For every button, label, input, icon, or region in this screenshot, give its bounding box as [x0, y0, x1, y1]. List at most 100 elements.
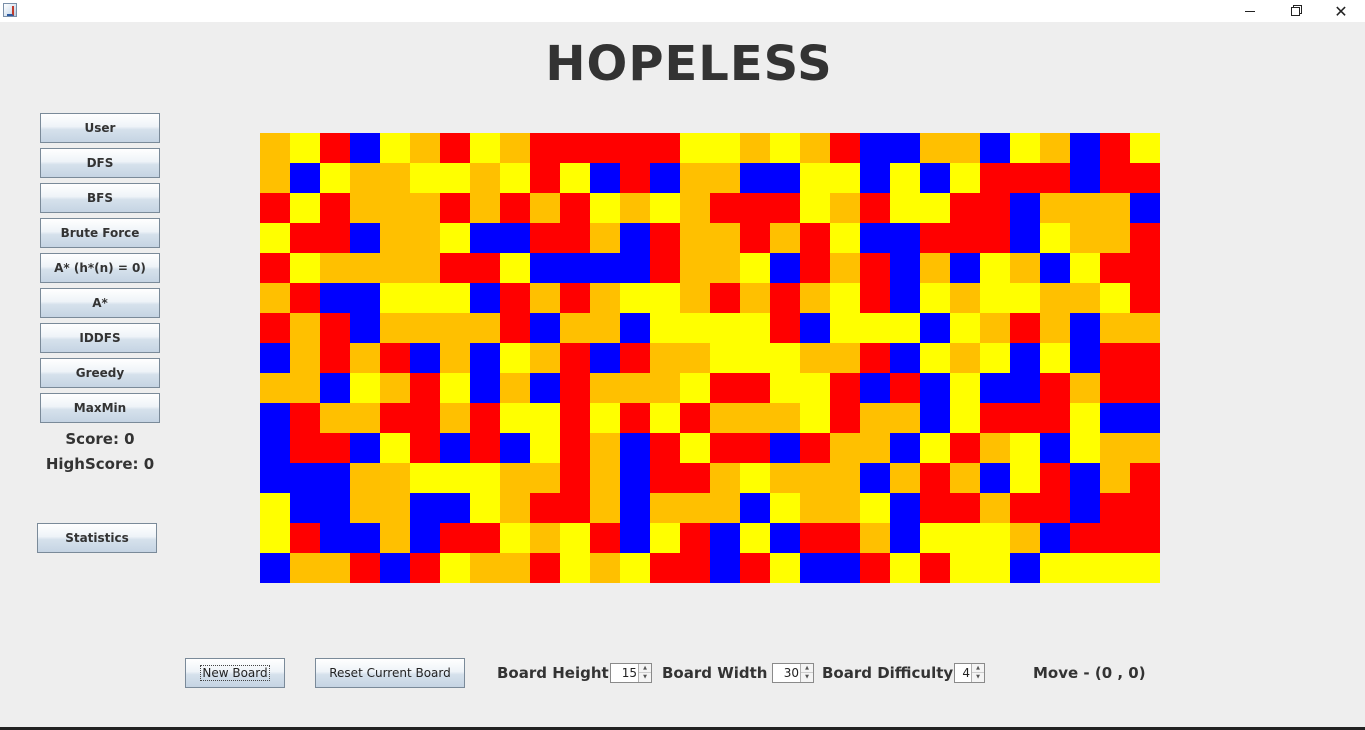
board-cell[interactable] — [980, 283, 1010, 313]
board-cell[interactable] — [380, 253, 410, 283]
board-cell[interactable] — [620, 433, 650, 463]
board-cell[interactable] — [440, 403, 470, 433]
board-cell[interactable] — [710, 193, 740, 223]
board-cell[interactable] — [530, 373, 560, 403]
board-cell[interactable] — [290, 523, 320, 553]
spinner-up-icon[interactable]: ▲ — [639, 664, 651, 673]
board-cell[interactable] — [290, 373, 320, 403]
board-cell[interactable] — [980, 493, 1010, 523]
board-cell[interactable] — [1010, 463, 1040, 493]
board-cell[interactable] — [980, 523, 1010, 553]
board-cell[interactable] — [1070, 433, 1100, 463]
board-cell[interactable] — [860, 463, 890, 493]
board-cell[interactable] — [1100, 193, 1130, 223]
board-cell[interactable] — [1070, 163, 1100, 193]
board-cell[interactable] — [320, 283, 350, 313]
board-cell[interactable] — [530, 433, 560, 463]
board-cell[interactable] — [560, 403, 590, 433]
board-cell[interactable] — [530, 223, 560, 253]
board-cell[interactable] — [920, 433, 950, 463]
board-cell[interactable] — [530, 133, 560, 163]
board-cell[interactable] — [530, 283, 560, 313]
board-cell[interactable] — [320, 553, 350, 583]
board-cell[interactable] — [410, 523, 440, 553]
board-cell[interactable] — [410, 313, 440, 343]
board-cell[interactable] — [830, 313, 860, 343]
board-cell[interactable] — [260, 523, 290, 553]
board-cell[interactable] — [440, 523, 470, 553]
board-cell[interactable] — [650, 193, 680, 223]
board-cell[interactable] — [260, 223, 290, 253]
board-cell[interactable] — [500, 463, 530, 493]
board-difficulty-input[interactable] — [955, 664, 972, 682]
board-cell[interactable] — [800, 193, 830, 223]
board-cell[interactable] — [410, 493, 440, 523]
board-cell[interactable] — [470, 223, 500, 253]
board-cell[interactable] — [860, 553, 890, 583]
board-cell[interactable] — [290, 283, 320, 313]
board-cell[interactable] — [710, 523, 740, 553]
board-cell[interactable] — [560, 133, 590, 163]
board-cell[interactable] — [290, 343, 320, 373]
board-cell[interactable] — [590, 433, 620, 463]
board-cell[interactable] — [890, 373, 920, 403]
board-cell[interactable] — [320, 433, 350, 463]
astar-h0-button[interactable]: A* (h*(n) = 0) — [40, 253, 160, 283]
board-cell[interactable] — [560, 223, 590, 253]
board-cell[interactable] — [470, 523, 500, 553]
board-cell[interactable] — [1130, 163, 1160, 193]
board-cell[interactable] — [470, 133, 500, 163]
board-cell[interactable] — [830, 253, 860, 283]
board-width-spinner[interactable]: ▲ ▼ — [772, 663, 814, 683]
board-cell[interactable] — [1100, 373, 1130, 403]
board-cell[interactable] — [290, 163, 320, 193]
board-cell[interactable] — [680, 403, 710, 433]
board-cell[interactable] — [800, 403, 830, 433]
board-cell[interactable] — [290, 223, 320, 253]
board-cell[interactable] — [350, 283, 380, 313]
board-cell[interactable] — [410, 343, 440, 373]
board-cell[interactable] — [590, 523, 620, 553]
board-cell[interactable] — [890, 463, 920, 493]
board-cell[interactable] — [1100, 343, 1130, 373]
board-cell[interactable] — [680, 193, 710, 223]
board-cell[interactable] — [590, 223, 620, 253]
board-cell[interactable] — [830, 133, 860, 163]
board-cell[interactable] — [770, 373, 800, 403]
statistics-button[interactable]: Statistics — [37, 523, 157, 553]
board-cell[interactable] — [380, 373, 410, 403]
maxmin-button[interactable]: MaxMin — [40, 393, 160, 423]
board-cell[interactable] — [320, 253, 350, 283]
board-cell[interactable] — [920, 313, 950, 343]
board-cell[interactable] — [470, 313, 500, 343]
board-cell[interactable] — [260, 313, 290, 343]
board-cell[interactable] — [680, 433, 710, 463]
board-cell[interactable] — [740, 433, 770, 463]
board-cell[interactable] — [680, 253, 710, 283]
board-cell[interactable] — [1010, 553, 1040, 583]
board-cell[interactable] — [350, 553, 380, 583]
board-cell[interactable] — [260, 403, 290, 433]
board-cell[interactable] — [1130, 313, 1160, 343]
board-cell[interactable] — [770, 343, 800, 373]
board-cell[interactable] — [560, 283, 590, 313]
board-cell[interactable] — [920, 403, 950, 433]
board-cell[interactable] — [950, 493, 980, 523]
board-cell[interactable] — [500, 433, 530, 463]
board-cell[interactable] — [1070, 523, 1100, 553]
board-cell[interactable] — [620, 193, 650, 223]
reset-board-button[interactable]: Reset Current Board — [315, 658, 465, 688]
board-cell[interactable] — [950, 433, 980, 463]
board-cell[interactable] — [590, 163, 620, 193]
board-cell[interactable] — [800, 163, 830, 193]
board-cell[interactable] — [860, 313, 890, 343]
board-cell[interactable] — [740, 223, 770, 253]
board-cell[interactable] — [800, 223, 830, 253]
board-cell[interactable] — [560, 463, 590, 493]
board-cell[interactable] — [1100, 163, 1130, 193]
board-cell[interactable] — [320, 463, 350, 493]
board-cell[interactable] — [890, 523, 920, 553]
board-cell[interactable] — [620, 343, 650, 373]
board-cell[interactable] — [380, 523, 410, 553]
board-cell[interactable] — [1100, 433, 1130, 463]
